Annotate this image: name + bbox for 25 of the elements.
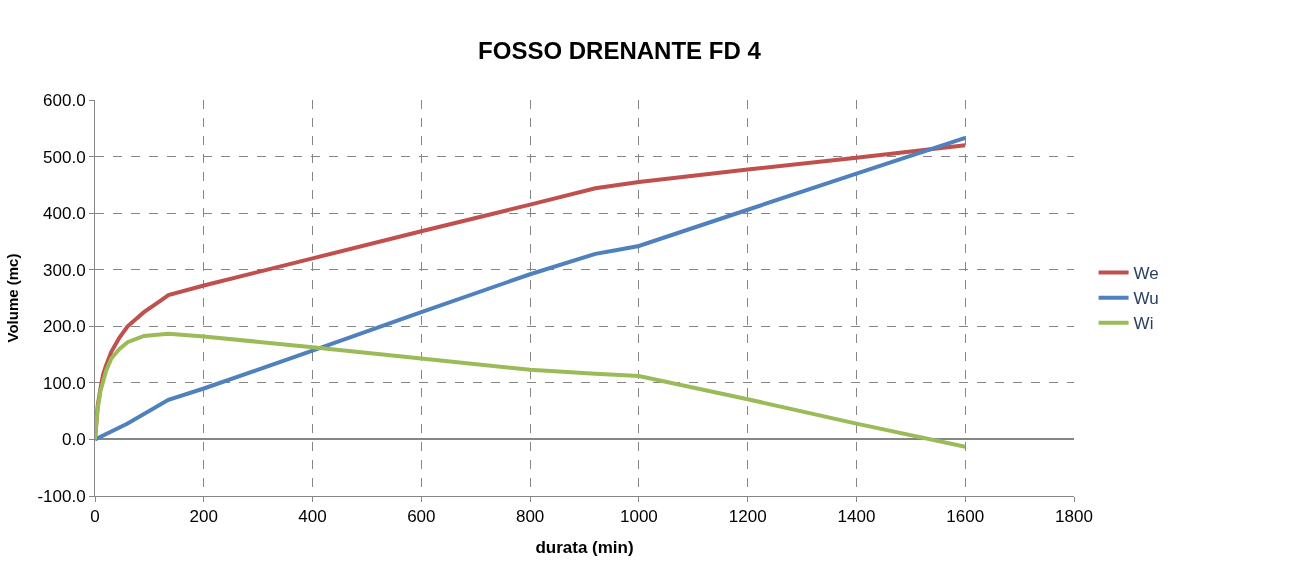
y-tick-label: 200.0 [43,317,86,337]
y-tick-label: 100.0 [43,373,86,393]
y-tick-label: 500.0 [43,147,86,167]
x-axis-title: durata (min) [535,537,634,557]
y-tick-label: 400.0 [43,204,86,224]
legend-label: We [1133,264,1159,284]
line-series [95,331,968,449]
x-tick-label: 200 [189,507,218,527]
y-tick-label: 0.0 [61,430,86,450]
legend-label: Wu [1133,289,1159,309]
x-tick-label: 1600 [946,507,985,527]
x-tick-label: 800 [515,507,545,527]
legend-label: Wi [1133,314,1154,334]
y-axis-title: Volume (mc) [3,253,21,343]
x-tick-label: 1000 [619,507,658,527]
x-tick-label: 1800 [1055,507,1093,527]
x-tick-label: 600 [407,507,436,527]
y-tick-label: 600.0 [43,90,86,110]
y-tick-label: -100.0 [37,486,86,506]
x-tick-label: 400 [298,507,327,527]
chart-title: FOSSO DRENANTE FD 4 [478,37,762,65]
x-tick-label: 1200 [728,507,767,527]
y-tick-label: 300.0 [43,260,86,280]
x-tick-label: 0 [90,507,100,527]
x-tick-label: 1400 [837,507,876,527]
